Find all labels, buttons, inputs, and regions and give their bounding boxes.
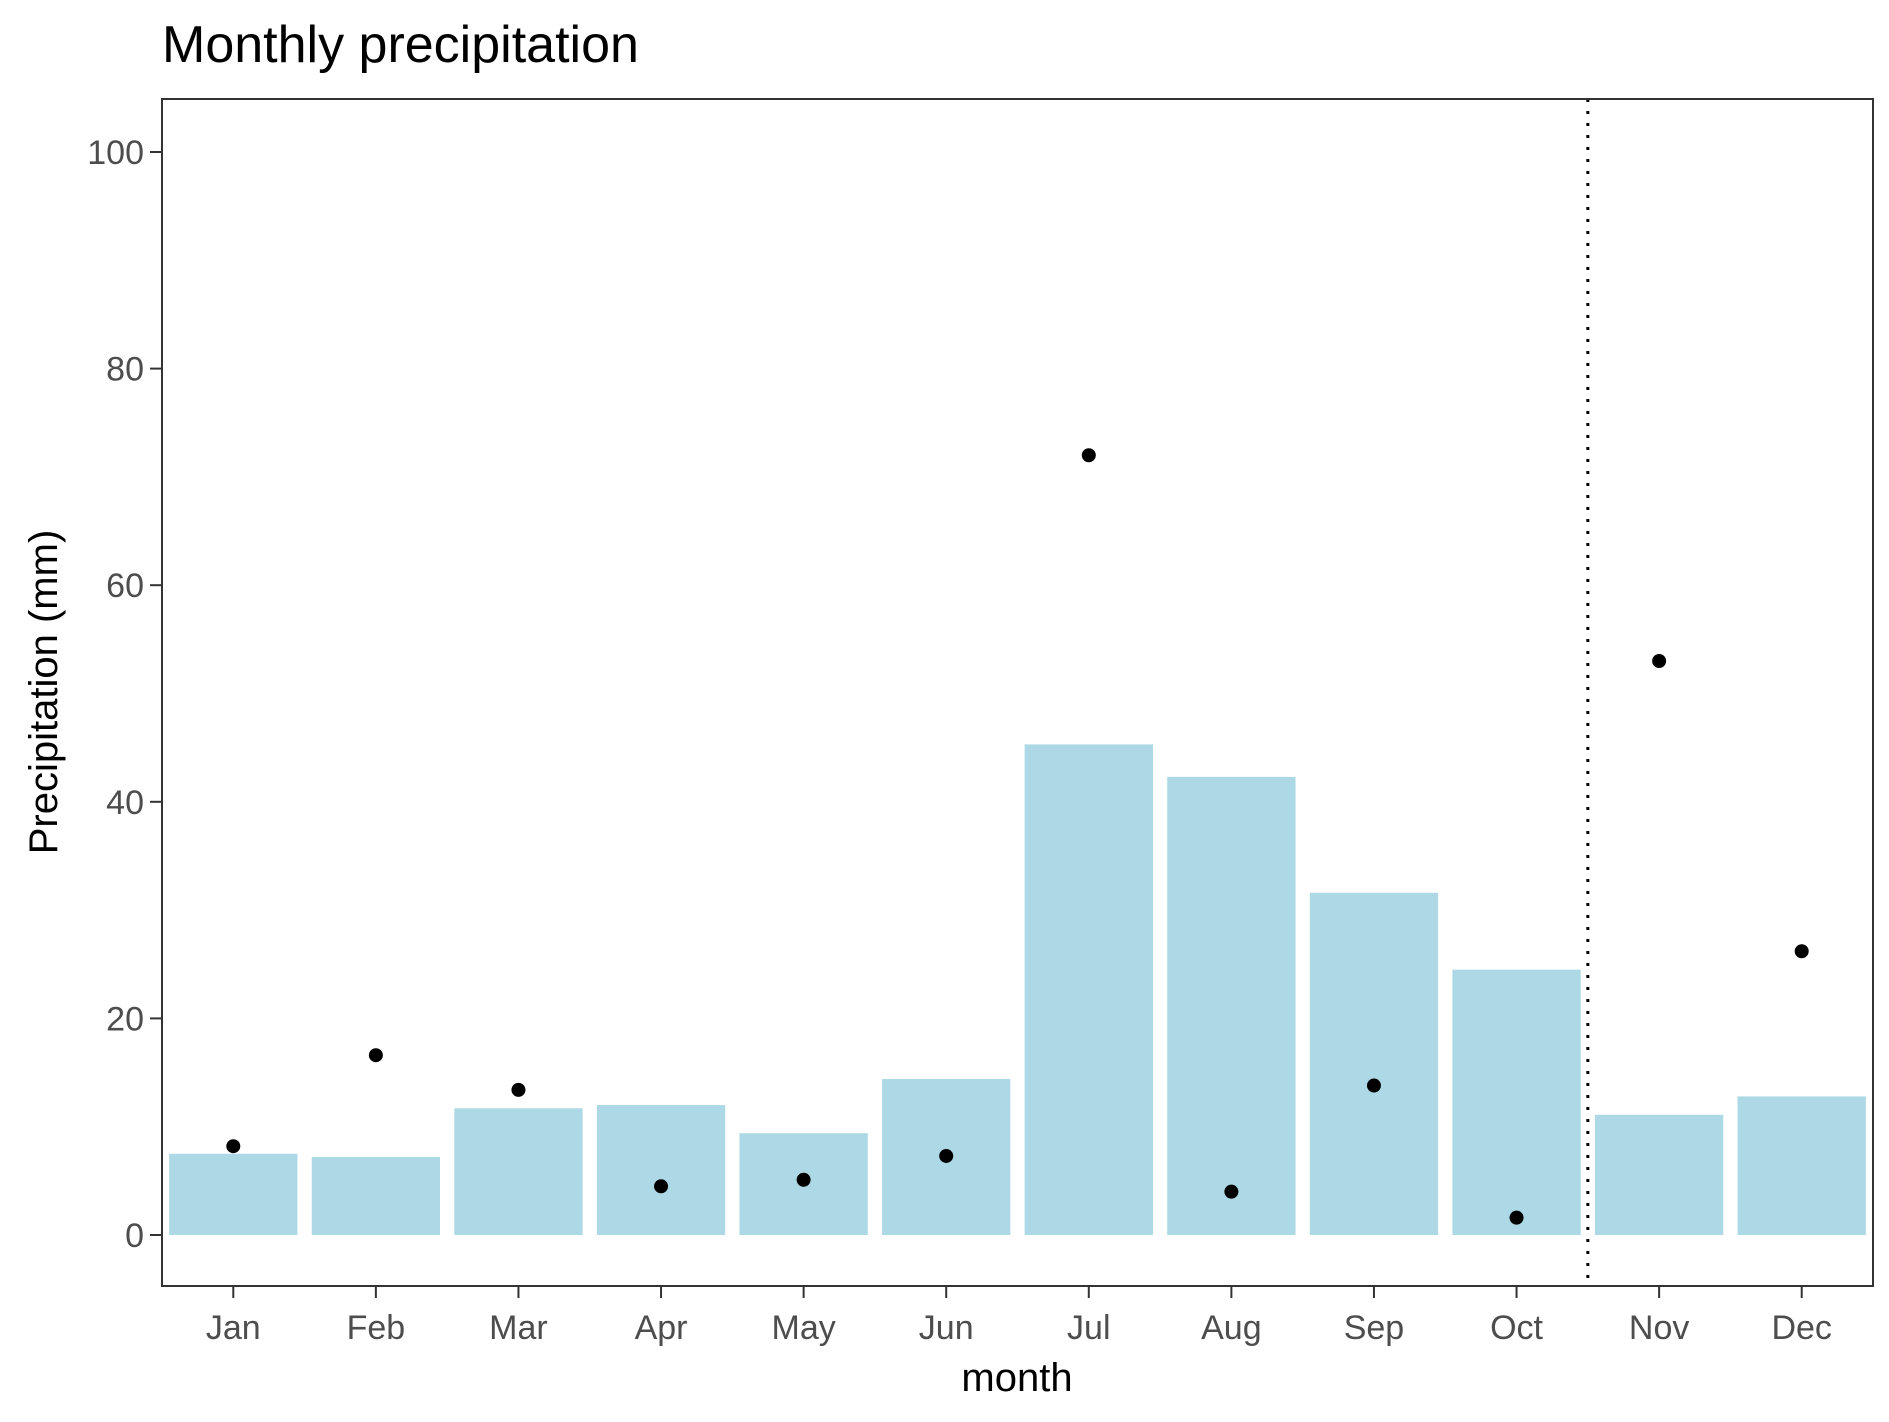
point-sep [1366, 1078, 1381, 1093]
point-nov [1652, 654, 1667, 669]
x-tick-label-dec: Dec [1771, 1309, 1831, 1347]
point-dec [1794, 944, 1809, 959]
x-tick-label-feb: Feb [347, 1309, 406, 1347]
x-axis-label: month [961, 1356, 1072, 1400]
point-may [796, 1172, 811, 1187]
y-tick-label: 100 [87, 134, 144, 172]
x-tick-label-apr: Apr [635, 1309, 688, 1347]
point-jul [1081, 448, 1096, 463]
bar-apr [596, 1105, 726, 1235]
bar-aug [1167, 776, 1296, 1235]
point-mar [511, 1082, 526, 1097]
bar-jan [169, 1153, 298, 1235]
plot-area [169, 99, 1866, 1286]
plot-panel-border [161, 98, 1874, 1287]
y-tick-label: 0 [125, 1217, 144, 1255]
y-tick-label: 20 [106, 1000, 144, 1038]
x-tick-label-sep: Sep [1344, 1309, 1405, 1347]
bar-jul [1024, 744, 1153, 1235]
point-aug [1224, 1184, 1239, 1199]
x-tick-label-aug: Aug [1201, 1309, 1262, 1347]
point-jun [939, 1148, 954, 1163]
chart-title: Monthly precipitation [162, 16, 639, 74]
y-tick-label: 60 [106, 567, 144, 605]
point-jan [226, 1139, 241, 1154]
point-oct [1509, 1210, 1524, 1225]
x-tick-label-nov: Nov [1629, 1309, 1689, 1347]
bar-nov [1594, 1114, 1724, 1235]
point-feb [368, 1048, 383, 1063]
bar-sep [1309, 892, 1439, 1235]
y-tick-label: 80 [106, 351, 144, 389]
x-tick-label-jul: Jul [1067, 1309, 1110, 1347]
bar-mar [454, 1108, 583, 1235]
bar-feb [311, 1157, 441, 1235]
x-tick-label-may: May [772, 1309, 836, 1347]
y-tick-label: 40 [106, 784, 144, 822]
x-tick-label-mar: Mar [489, 1309, 548, 1347]
y-axis: 0 20 40 60 80 100 [87, 134, 162, 1255]
x-tick-label-jan: Jan [206, 1309, 261, 1347]
point-apr [654, 1179, 669, 1194]
x-axis: Jan Feb Mar Apr May Jun Jul Aug Sep Oct Nov Dec [206, 1286, 1832, 1347]
x-tick-label-jun: Jun [919, 1309, 974, 1347]
bar-dec [1737, 1096, 1866, 1235]
x-tick-label-oct: Oct [1490, 1309, 1543, 1347]
y-axis-label: Precipitation (mm) [22, 530, 66, 855]
bar-oct [1452, 969, 1581, 1235]
